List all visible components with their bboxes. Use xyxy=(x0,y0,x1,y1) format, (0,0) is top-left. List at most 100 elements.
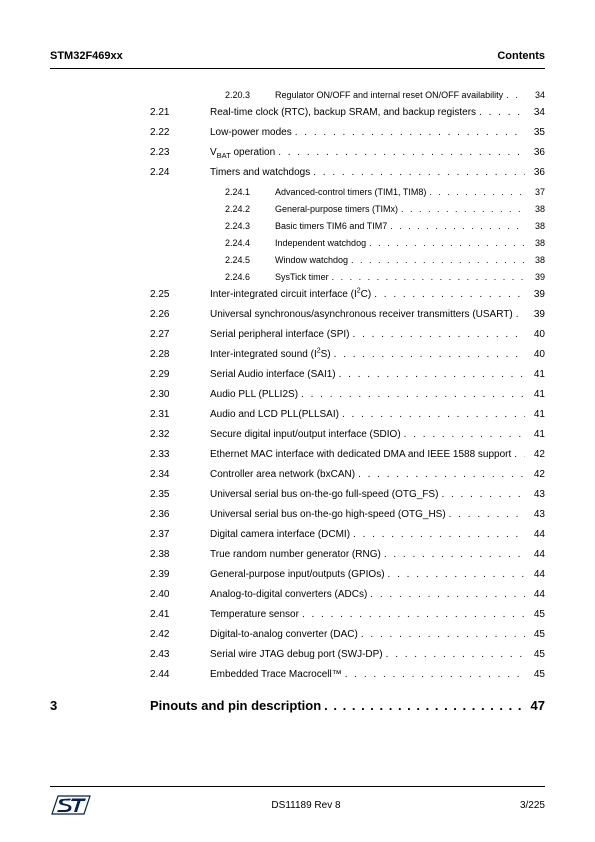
toc-section-title: Controller area network (bxCAN) xyxy=(210,469,355,480)
toc-section-page: 40 xyxy=(525,349,545,360)
toc-leader-dots xyxy=(426,187,525,197)
toc-leader-dots xyxy=(298,389,525,400)
toc-section-page: 39 xyxy=(525,289,545,300)
toc-subsection-row: 2.24.6SysTick timer39 xyxy=(50,272,545,282)
toc-section-row: 2.38True random number generator (RNG)44 xyxy=(50,549,545,560)
toc-sub-page: 37 xyxy=(525,187,545,197)
toc-leader-dots xyxy=(381,549,525,560)
toc-section-title: Universal serial bus on-the-go high-spee… xyxy=(210,509,446,520)
toc-section-title: Serial peripheral interface (SPI) xyxy=(210,329,350,340)
toc-leader-dots xyxy=(275,147,525,158)
toc-sub-number: 2.24.5 xyxy=(210,255,275,265)
toc-leader-dots xyxy=(342,669,525,680)
toc-section-number: 2.35 xyxy=(150,489,210,500)
toc-section-page: 36 xyxy=(525,147,545,158)
toc-leader-dots xyxy=(367,589,525,600)
toc-section-number: 2.23 xyxy=(150,147,210,158)
toc-section-title: General-purpose input/outputs (GPIOs) xyxy=(210,569,385,580)
toc-section-title: Inter-integrated sound (I2S) xyxy=(210,349,331,360)
toc-leader-dots xyxy=(310,167,525,178)
toc-sub-title: Independent watchdog xyxy=(275,238,366,248)
toc-leader-dots xyxy=(292,127,525,138)
toc-sub-title: Basic timers TIM6 and TIM7 xyxy=(275,221,387,231)
toc-section-row: 2.31Audio and LCD PLL(PLLSAI)41 xyxy=(50,409,545,420)
toc-section-row: 2.26Universal synchronous/asynchronous r… xyxy=(50,309,545,320)
header-left: STM32F469xx xyxy=(50,50,123,62)
toc-section-title: Low-power modes xyxy=(210,127,292,138)
toc-section-page: 44 xyxy=(525,529,545,540)
toc-section-number: 2.25 xyxy=(150,289,210,300)
toc-sub-title: SysTick timer xyxy=(275,272,329,282)
toc-section-row: 2.24Timers and watchdogs36 xyxy=(50,167,545,178)
toc-leader-dots xyxy=(350,329,525,340)
toc-sub-page: 38 xyxy=(525,221,545,231)
table-of-contents: 2.20.3Regulator ON/OFF and internal rese… xyxy=(50,90,545,722)
toc-section-page: 45 xyxy=(525,669,545,680)
footer-right: 3/225 xyxy=(520,800,545,811)
toc-subsection-row: 2.24.1Advanced-control timers (TIM1, TIM… xyxy=(50,187,545,197)
toc-chapter-page: 47 xyxy=(525,698,545,713)
toc-sub-number: 2.24.2 xyxy=(210,204,275,214)
toc-section-title: Analog-to-digital converters (ADCs) xyxy=(210,589,367,600)
toc-section-page: 44 xyxy=(525,549,545,560)
toc-section-number: 2.24 xyxy=(150,167,210,178)
toc-section-title: Serial wire JTAG debug port (SWJ-DP) xyxy=(210,649,383,660)
toc-section-number: 2.42 xyxy=(150,629,210,640)
toc-sub-number: 2.20.3 xyxy=(210,90,275,100)
toc-section-title: Serial Audio interface (SAI1) xyxy=(210,369,336,380)
page-footer: DS11189 Rev 8 3/225 xyxy=(50,793,545,817)
toc-section-title: Audio PLL (PLLI2S) xyxy=(210,389,298,400)
toc-section-row: 2.37Digital camera interface (DCMI)44 xyxy=(50,529,545,540)
toc-leader-dots xyxy=(513,309,525,320)
toc-leader-dots xyxy=(383,649,525,660)
toc-section-number: 2.29 xyxy=(150,369,210,380)
toc-section-page: 45 xyxy=(525,609,545,620)
toc-section-page: 39 xyxy=(525,309,545,320)
toc-leader-dots xyxy=(348,255,525,265)
toc-leader-dots xyxy=(385,569,525,580)
toc-section-row: 2.44Embedded Trace Macrocell™45 xyxy=(50,669,545,680)
toc-leader-dots xyxy=(438,489,525,500)
toc-subsection-row: 2.24.4Independent watchdog38 xyxy=(50,238,545,248)
toc-chapter-number: 3 xyxy=(50,698,150,713)
toc-leader-dots xyxy=(476,107,525,118)
toc-section-page: 43 xyxy=(525,509,545,520)
toc-section-page: 44 xyxy=(525,589,545,600)
toc-leader-dots xyxy=(321,698,525,713)
toc-section-page: 41 xyxy=(525,409,545,420)
toc-section-number: 2.34 xyxy=(150,469,210,480)
toc-leader-dots xyxy=(398,204,525,214)
toc-sub-page: 38 xyxy=(525,204,545,214)
toc-section-row: 2.41Temperature sensor45 xyxy=(50,609,545,620)
toc-sub-number: 2.24.3 xyxy=(210,221,275,231)
toc-section-row: 2.25Inter-integrated circuit interface (… xyxy=(50,289,545,300)
toc-section-page: 34 xyxy=(525,107,545,118)
toc-sub-title: Advanced-control timers (TIM1, TIM8) xyxy=(275,187,426,197)
toc-section-row: 2.27Serial peripheral interface (SPI) 40 xyxy=(50,329,545,340)
toc-section-page: 41 xyxy=(525,369,545,380)
toc-section-row: 2.42Digital-to-analog converter (DAC)45 xyxy=(50,629,545,640)
page-header: STM32F469xx Contents xyxy=(50,50,545,62)
footer-center: DS11189 Rev 8 xyxy=(271,800,340,811)
toc-section-page: 35 xyxy=(525,127,545,138)
toc-leader-dots xyxy=(299,609,525,620)
toc-sub-number: 2.24.1 xyxy=(210,187,275,197)
header-rule xyxy=(50,68,545,69)
toc-leader-dots xyxy=(366,238,525,248)
toc-section-page: 45 xyxy=(525,629,545,640)
toc-section-row: 2.22Low-power modes35 xyxy=(50,127,545,138)
toc-chapter-title: Pinouts and pin description xyxy=(150,698,321,713)
toc-leader-dots xyxy=(446,509,525,520)
toc-sub-page: 38 xyxy=(525,238,545,248)
toc-subsection-row: 2.24.5Window watchdog38 xyxy=(50,255,545,265)
toc-sub-title: Window watchdog xyxy=(275,255,348,265)
toc-leader-dots xyxy=(371,289,525,300)
toc-leader-dots xyxy=(511,449,525,460)
toc-section-page: 42 xyxy=(525,469,545,480)
toc-section-page: 40 xyxy=(525,329,545,340)
toc-section-row: 2.30Audio PLL (PLLI2S)41 xyxy=(50,389,545,400)
toc-section-number: 2.33 xyxy=(150,449,210,460)
toc-section-row: 2.33Ethernet MAC interface with dedicate… xyxy=(50,449,545,460)
toc-leader-dots xyxy=(387,221,525,231)
toc-section-number: 2.27 xyxy=(150,329,210,340)
